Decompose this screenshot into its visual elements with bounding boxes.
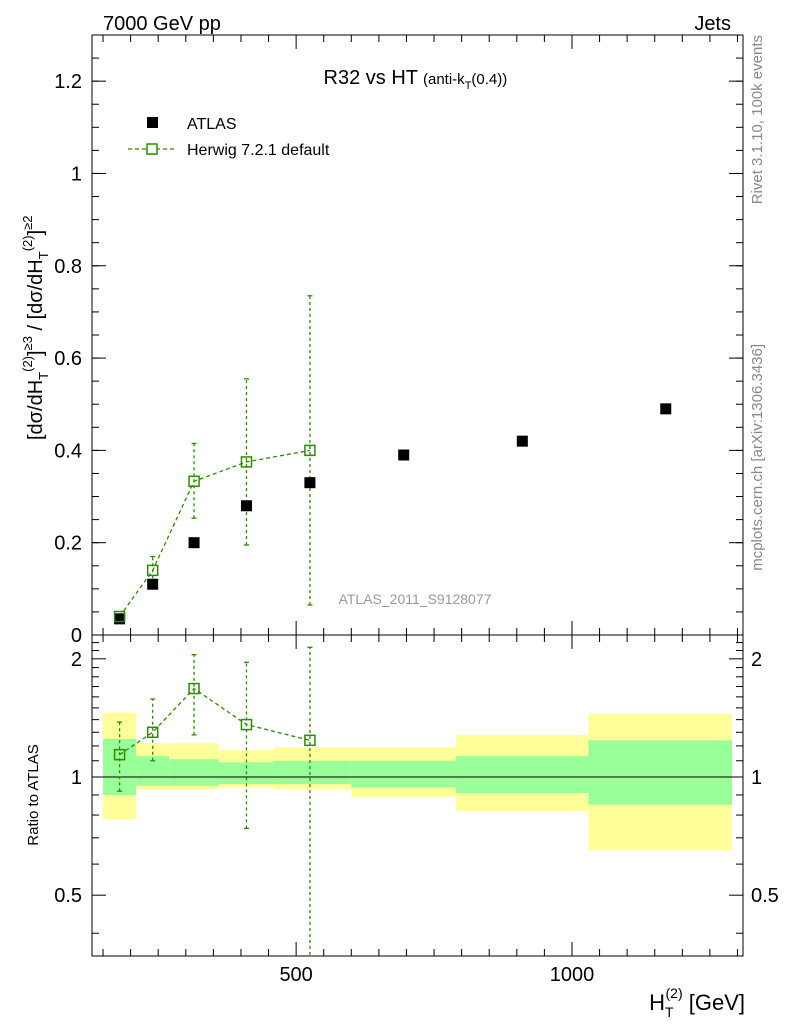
main-panel: R32 vs HT (anti-kT(0.4)) [dσ/dHT(2)]≥3 /… (20, 34, 744, 647)
herwig-line (119, 449, 311, 617)
ratio-axis-ticks: 0.5 0.5 1 1 2 2 500 1000 (54, 635, 779, 986)
ratio-ytick-label-right: 1 (751, 767, 762, 789)
atlas-point (147, 578, 159, 590)
ratio-point (113, 748, 126, 761)
ratio-band-inner (456, 756, 589, 794)
ratio-band-inner (169, 759, 219, 786)
ratio-band-inner (274, 760, 352, 784)
main-data-marks (113, 295, 672, 625)
chart-subtitle-index: T (465, 80, 472, 92)
ratio-band-inner (588, 740, 732, 805)
header-right: Jets (694, 13, 731, 35)
legend-marker-herwig (146, 143, 158, 155)
main-ytick-label: 0.6 (54, 348, 82, 370)
chart-title: R32 vs HT (324, 67, 418, 89)
atlas-point (516, 435, 528, 447)
atlas-point (240, 500, 252, 512)
ratio-point (304, 734, 316, 747)
herwig-point (240, 456, 253, 468)
legend-label-herwig: Herwig 7.2.1 default (187, 142, 330, 159)
ratio-band-inner (351, 760, 457, 788)
ratio-data-marks (113, 646, 316, 956)
chart-subtitle-part: (anti-k (423, 71, 465, 88)
ratio-point (240, 718, 253, 731)
atlas-point (188, 537, 200, 549)
atlas-point (114, 613, 126, 625)
mcplots-label: mcplots.cern.ch [arXiv:1306.3436] (749, 344, 766, 571)
main-ytick-label: 0.4 (54, 440, 82, 462)
ratio-ytick-label: 1 (71, 767, 82, 789)
ratio-ytick-label: 2 (71, 649, 82, 671)
ratio-ylabel: Ratio to ATLAS (25, 744, 42, 845)
rivet-label: Rivet 3.1.10, 100k events (749, 35, 766, 204)
xtick-label: 500 (279, 964, 312, 986)
legend-marker-atlas (147, 117, 158, 128)
main-ytick-label: 0 (71, 625, 82, 647)
ratio-line (119, 687, 311, 756)
herwig-point (304, 444, 316, 457)
atlas-point (660, 403, 672, 415)
main-ytick-label: 1 (71, 163, 82, 185)
main-axis-ticks: 0 0.2 0.4 0.6 0.8 1 1.2 (54, 34, 743, 647)
header-left: 7000 GeV pp (103, 13, 221, 35)
ratio-panel: 0.5 0.5 1 1 2 2 500 1000 Ratio to ATLAS HT(2) [… (25, 634, 779, 1020)
chart-subtitle: (anti-kT(0.4)) (423, 71, 507, 92)
ratio-ytick-label: 0.5 (54, 885, 82, 907)
ratio-uncertainty-bands (92, 712, 743, 851)
chart-subtitle-tail: (0.4)) (471, 71, 507, 88)
legend-label-atlas: ATLAS (187, 116, 237, 133)
ratio-point (146, 726, 159, 739)
analysis-watermark: ATLAS_2011_S9128077 (339, 591, 492, 607)
atlas-point (304, 477, 316, 489)
ratio-frame (91, 634, 744, 957)
xtick-label: 1000 (550, 964, 595, 986)
main-ytick-label: 0.2 (54, 533, 82, 555)
ratio-ytick-label-right: 0.5 (751, 885, 779, 907)
ratio-point (188, 682, 200, 695)
herwig-point (113, 610, 126, 623)
x-axis-label: HT(2) [GeV] (649, 985, 745, 1020)
atlas-point (398, 449, 410, 461)
legend: ATLAS Herwig 7.2.1 default (128, 116, 330, 159)
herwig-point (188, 475, 200, 488)
main-ylabel: [dσ/dHT(2)]≥3 / [dσ/dHT(2)]≥2 (20, 215, 51, 440)
herwig-point (146, 564, 159, 577)
ratio-ytick-label-right: 2 (751, 649, 762, 671)
main-ytick-label: 0.8 (54, 256, 82, 278)
main-ytick-label: 1.2 (54, 71, 82, 93)
